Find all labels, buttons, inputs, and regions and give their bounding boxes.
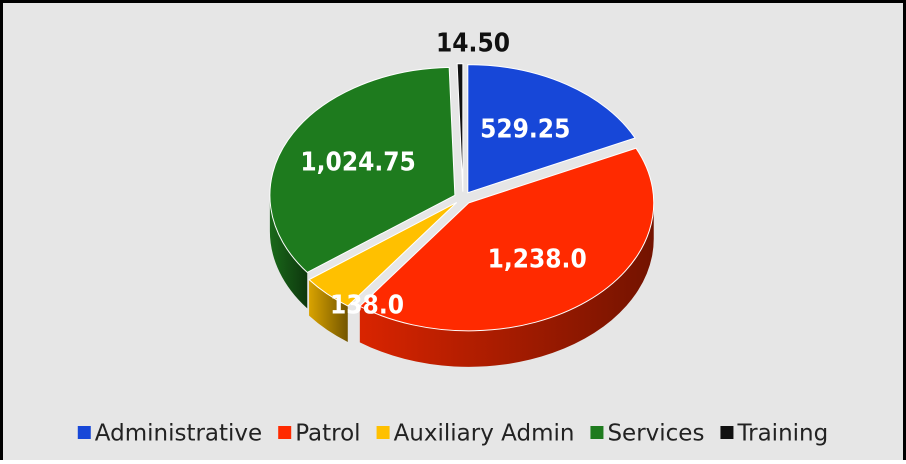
data-label: 138.0	[330, 290, 404, 320]
legend-label: Administrative	[95, 421, 262, 447]
slice-top	[308, 202, 458, 307]
slice	[467, 64, 636, 194]
data-label: 529.25	[480, 114, 570, 144]
slice-top	[358, 147, 655, 332]
slice-side	[359, 202, 654, 367]
legend-label: Auxiliary Admin	[394, 421, 575, 447]
data-label: 1,238.0	[488, 245, 587, 275]
slice-side	[309, 279, 348, 342]
slice	[358, 147, 655, 367]
slice-top	[269, 66, 456, 274]
legend-label: Training	[736, 421, 828, 447]
legend-swatch	[77, 426, 91, 439]
legend-label: Services	[607, 421, 704, 447]
data-label: 14.50	[436, 29, 510, 59]
legend-swatch	[720, 426, 734, 439]
legend-swatch	[590, 426, 604, 439]
legend-label: Patrol	[295, 421, 360, 447]
slice	[269, 66, 456, 309]
legend-swatch	[376, 426, 390, 439]
slice-top	[467, 64, 636, 194]
slice-top	[456, 63, 464, 192]
slice	[308, 202, 458, 342]
legend-swatch	[278, 426, 292, 439]
slice	[456, 63, 464, 192]
data-label: 1,024.75	[300, 148, 415, 178]
